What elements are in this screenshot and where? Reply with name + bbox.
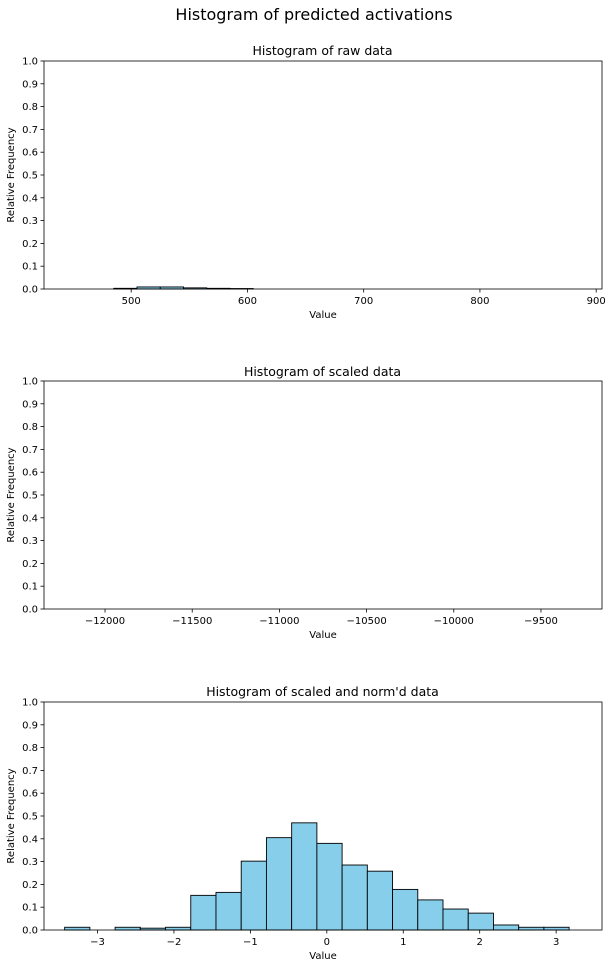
scaled-data-x-tick-label: −9500 (524, 616, 558, 627)
scaled-data-y-tick-label: 0.1 (22, 582, 38, 593)
normalized-data-histogram-bar (442, 908, 469, 931)
raw-data-histogram-title: Histogram of raw data (253, 43, 393, 58)
scaled-data-y-tick-label: 0.3 (22, 536, 38, 547)
normalized-data-x-tick-label: −1 (243, 937, 258, 948)
normalized-data-x-tick-label: 3 (553, 937, 559, 948)
normalized-data-histogram-bar (64, 926, 91, 931)
normalized-data-x-ticks: −3 −2 −1 0 1 2 3 (90, 930, 559, 948)
scaled-data-y-tick-label: 0.6 (22, 468, 38, 479)
normalized-data-y-tick-label: 0.6 (22, 789, 38, 800)
raw-data-y-tick-label: 0.0 (22, 285, 38, 296)
figure-suptitle: Histogram of predicted activations (175, 5, 452, 24)
raw-data-y-axis-label: Relative Frequency (6, 127, 17, 222)
raw-data-y-tick-label: 0.5 (22, 171, 38, 182)
raw-data-plot-frame (43, 60, 603, 290)
normalized-data-histogram-bar (366, 870, 394, 931)
normalized-data-histogram-bar (165, 926, 192, 931)
normalized-data-y-axis-label: Relative Frequency (6, 768, 17, 863)
normalized-data-x-tick-label: 0 (324, 937, 330, 948)
raw-data-y-tick-label: 0.4 (22, 193, 38, 204)
normalized-data-histogram-bar (467, 912, 494, 931)
normalized-data-histogram-bar (190, 894, 217, 931)
raw-data-x-tick-label: 900 (587, 296, 606, 307)
normalized-data-y-ticks: 0.0 0.1 0.2 0.3 0.4 0.5 0.6 0.7 0.8 0.9 1.0 (22, 698, 44, 937)
normalized-data-y-tick-label: 0.7 (22, 766, 38, 777)
scaled-data-y-tick-label: 0.9 (22, 399, 38, 410)
normalized-data-histogram-bar (265, 837, 293, 931)
raw-data-y-tick-label: 0.6 (22, 148, 38, 159)
normalized-data-y-tick-label: 0.0 (22, 926, 38, 937)
scaled-data-x-tick-label: −10500 (346, 616, 386, 627)
scaled-data-y-tick-label: 1.0 (22, 377, 38, 388)
scaled-data-plot-frame (43, 380, 603, 610)
normalized-data-y-tick-label: 0.3 (22, 857, 38, 868)
raw-data-x-tick-label: 500 (122, 296, 141, 307)
scaled-data-y-tick-label: 0.5 (22, 491, 38, 502)
normalized-data-histogram-panel: Histogram of scaled and norm'd data −3 −2… (6, 684, 603, 962)
normalized-data-x-tick-label: −2 (167, 937, 182, 948)
raw-data-y-tick-label: 0.9 (22, 79, 38, 90)
scaled-data-histogram-panel: Histogram of scaled data −12000 −11500 −11… (6, 364, 603, 641)
raw-data-x-tick-label: 600 (238, 296, 257, 307)
normalized-data-y-tick-label: 0.9 (22, 720, 38, 731)
normalized-data-x-tick-label: 1 (400, 937, 406, 948)
scaled-data-x-tick-label: −12000 (85, 616, 125, 627)
raw-data-y-tick-label: 0.8 (22, 102, 38, 113)
normalized-data-x-tick-label: 2 (477, 937, 483, 948)
normalized-data-y-tick-label: 0.2 (22, 880, 38, 891)
normalized-data-histogram-bar (341, 864, 368, 931)
raw-data-x-axis-label: Value (309, 310, 336, 321)
scaled-data-y-tick-label: 0.2 (22, 559, 38, 570)
raw-data-x-ticks: 500 600 700 800 900 (122, 289, 606, 307)
normalized-data-histogram-bar (291, 822, 318, 931)
scaled-data-x-ticks: −12000 −11500 −11000 −10500 −10000 −9500 (85, 609, 558, 627)
normalized-data-histogram-bar (316, 842, 343, 931)
scaled-data-x-tick-label: −11500 (172, 616, 212, 627)
raw-data-y-tick-label: 0.7 (22, 125, 38, 136)
normalized-data-histogram-title: Histogram of scaled and norm'd data (206, 684, 439, 699)
raw-data-y-tick-label: 0.3 (22, 216, 38, 227)
normalized-data-y-tick-label: 0.4 (22, 834, 38, 845)
normalized-data-x-axis-label: Value (309, 951, 336, 962)
normalized-data-y-tick-label: 0.1 (22, 903, 38, 914)
normalized-data-histogram-bar (518, 926, 545, 931)
normalized-data-x-tick-label: −3 (90, 937, 105, 948)
scaled-data-y-tick-label: 0.0 (22, 605, 38, 616)
normalized-data-bars (64, 822, 570, 931)
normalized-data-histogram-bar (543, 926, 570, 931)
scaled-data-y-tick-label: 0.7 (22, 445, 38, 456)
normalized-data-histogram-bar (392, 888, 419, 931)
normalized-data-y-tick-label: 0.8 (22, 743, 38, 754)
raw-data-histogram-panel: Histogram of raw data 500 600 700 800 900 0.… (6, 43, 606, 321)
normalized-data-histogram-bar (240, 860, 267, 931)
normalized-data-histogram-bar (215, 891, 242, 931)
normalized-data-y-tick-label: 1.0 (22, 698, 38, 709)
raw-data-x-tick-label: 800 (470, 296, 489, 307)
scaled-data-histogram-title: Histogram of scaled data (244, 364, 401, 379)
normalized-data-y-tick-label: 0.5 (22, 812, 38, 823)
normalized-data-histogram-bar (493, 924, 520, 931)
raw-data-y-tick-label: 0.2 (22, 239, 38, 250)
normalized-data-histogram-bar (114, 926, 141, 931)
scaled-data-x-tick-label: −11000 (259, 616, 299, 627)
raw-data-x-tick-label: 700 (354, 296, 373, 307)
normalized-data-histogram-bar (417, 899, 444, 931)
scaled-data-y-ticks: 0.0 0.1 0.2 0.3 0.4 0.5 0.6 0.7 0.8 0.9 1.0 (22, 377, 44, 616)
scaled-data-x-tick-label: −10000 (434, 616, 474, 627)
scaled-data-y-tick-label: 0.8 (22, 422, 38, 433)
raw-data-y-tick-label: 0.1 (22, 262, 38, 273)
scaled-data-y-tick-label: 0.4 (22, 513, 38, 524)
scaled-data-x-axis-label: Value (309, 630, 336, 641)
raw-data-y-ticks: 0.0 0.1 0.2 0.3 0.4 0.5 0.6 0.7 0.8 0.9 1.0 (22, 57, 44, 296)
scaled-data-y-axis-label: Relative Frequency (6, 447, 17, 542)
raw-data-y-tick-label: 1.0 (22, 57, 38, 68)
